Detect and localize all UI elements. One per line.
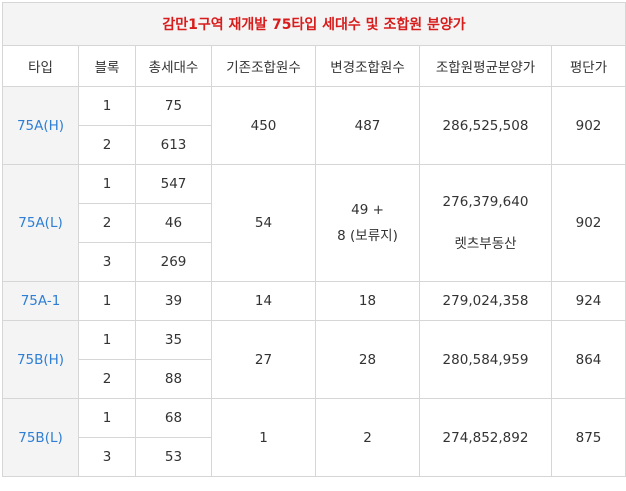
header-existing-members: 기존조합원수 [211, 45, 316, 87]
table-row: 75B(H) 1 35 27 28 280,584,959 864 [2, 320, 626, 399]
households-cell: 269 [135, 242, 212, 282]
avg-price-cell: 276,379,640 렛츠부동산 [419, 164, 552, 282]
changed-members-cell: 49 + 8 (보류지) [315, 164, 420, 282]
households-cell: 613 [135, 125, 212, 165]
price-table: 감만1구역 재개발 75타입 세대수 및 조합원 분양가 타입 블록 총세대수 … [1, 2, 626, 477]
block-cell: 1 [78, 320, 136, 360]
changed-members-cell: 18 [315, 281, 420, 321]
households-cell: 53 [135, 437, 212, 477]
header-row: 타입 블록 총세대수 기존조합원수 변경조합원수 조합원평균분양가 평단가 [2, 45, 626, 87]
changed-members-line1: 49 + [351, 202, 384, 218]
table-title: 감만1구역 재개발 75타입 세대수 및 조합원 분양가 [1, 2, 626, 46]
avg-price-cell: 280,584,959 [419, 320, 552, 399]
price-per-pyeong-cell: 864 [550, 320, 626, 399]
header-households: 총세대수 [135, 45, 212, 87]
table-row: 2 46 [3, 203, 626, 243]
price-per-pyeong-cell: 902 [550, 86, 626, 165]
type-cell: 75A-1 [2, 281, 79, 321]
table-row: 75A(H) 1 75 450 487 286,525,508 902 [2, 86, 626, 165]
existing-members-cell: 14 [211, 281, 316, 321]
block-cell: 1 [78, 86, 136, 126]
block-cell: 3 [78, 437, 136, 477]
avg-price-cell: 286,525,508 [419, 86, 552, 165]
block-cell: 1 [78, 398, 136, 438]
watermark-text: 렛츠부동산 [454, 236, 517, 252]
existing-members-cell: 450 [211, 86, 316, 165]
block-cell: 2 [78, 359, 136, 399]
avg-price-cell: 274,852,892 [419, 398, 552, 477]
table-row: 3 269 [3, 242, 626, 282]
table-row: 75A(L) 1 547 54 49 + 8 (보류지) 276,379,640… [2, 164, 626, 282]
changed-members-cell: 487 [315, 86, 420, 165]
header-changed-members: 변경조합원수 [315, 45, 420, 87]
block-cell: 2 [78, 125, 136, 165]
block-cell: 1 [78, 281, 136, 321]
table-row: 2 613 [3, 125, 626, 165]
type-cell: 75A(H) [2, 86, 79, 165]
price-per-pyeong-cell: 924 [550, 281, 626, 321]
households-cell: 75 [135, 86, 212, 126]
title-row: 감만1구역 재개발 75타입 세대수 및 조합원 분양가 [1, 2, 626, 46]
avg-price-cell: 279,024,358 [419, 281, 552, 321]
households-cell: 35 [135, 320, 212, 360]
table-row: 75B(L) 1 68 1 2 274,852,892 875 [2, 398, 626, 477]
block-cell: 2 [78, 203, 136, 243]
type-cell: 75B(H) [2, 320, 79, 399]
changed-members-line2: 8 (보류지) [337, 228, 398, 244]
block-cell: 1 [78, 164, 136, 204]
header-block: 블록 [78, 45, 136, 87]
households-cell: 46 [135, 203, 212, 243]
type-cell: 75B(L) [2, 398, 79, 477]
changed-members-cell: 28 [315, 320, 420, 399]
households-cell: 88 [135, 359, 212, 399]
changed-members-cell: 2 [315, 398, 420, 477]
households-cell: 39 [135, 281, 212, 321]
households-cell: 547 [135, 164, 212, 204]
households-cell: 68 [135, 398, 212, 438]
header-avg-price: 조합원평균분양가 [419, 45, 552, 87]
existing-members-cell: 1 [211, 398, 316, 477]
price-per-pyeong-cell: 902 [550, 164, 626, 282]
block-cell: 3 [78, 242, 136, 282]
type-cell: 75A(L) [2, 164, 79, 282]
header-price-per-pyeong: 평단가 [550, 45, 626, 87]
header-type: 타입 [2, 45, 79, 87]
table-row: 3 53 [3, 437, 626, 477]
avg-price-value: 276,379,640 [442, 194, 529, 210]
price-per-pyeong-cell: 875 [550, 398, 626, 477]
existing-members-cell: 27 [211, 320, 316, 399]
table-row: 2 88 [3, 359, 626, 399]
existing-members-cell: 54 [211, 164, 316, 282]
table-row: 75A-1 1 39 14 18 279,024,358 924 [2, 281, 626, 321]
